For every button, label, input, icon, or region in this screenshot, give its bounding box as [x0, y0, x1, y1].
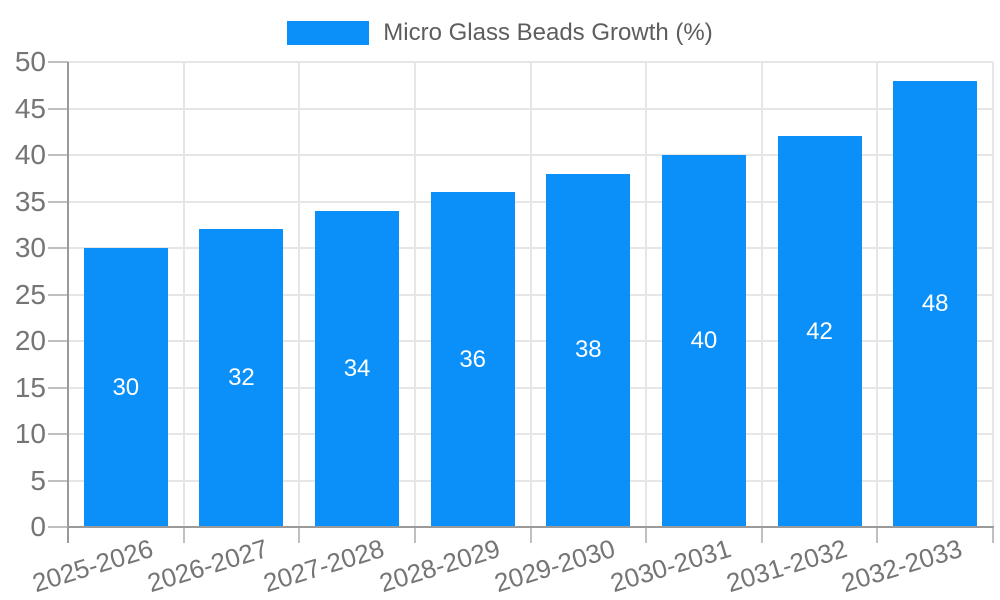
bar	[315, 210, 400, 527]
x-axis-tick-mark	[298, 527, 301, 543]
bar-value-label: 42	[806, 317, 833, 345]
bar	[546, 173, 631, 527]
y-axis-tick-mark	[48, 479, 68, 482]
x-axis-line	[67, 526, 994, 528]
y-axis-tick-mark	[48, 433, 68, 435]
bar-value-label: 40	[690, 327, 718, 354]
v-gridline	[760, 62, 763, 527]
bar	[199, 229, 284, 527]
bar-value-label: 48	[921, 289, 949, 317]
legend-swatch-icon	[287, 21, 370, 45]
y-axis-tick-label: 10	[14, 418, 46, 449]
y-axis-tick-mark	[48, 107, 68, 110]
legend-series-label: Micro Glass Beads Growth (%)	[383, 19, 713, 46]
x-axis-tick-mark	[876, 527, 879, 543]
y-axis-tick-label: 15	[14, 371, 46, 403]
bar	[430, 192, 515, 527]
y-axis-tick-label: 50	[14, 46, 46, 77]
y-axis-tick-label: 45	[14, 92, 46, 124]
x-axis-tick-mark	[760, 527, 763, 543]
bar	[83, 248, 168, 527]
bar-value-label: 38	[574, 336, 602, 364]
v-gridline	[298, 62, 301, 527]
v-gridline	[876, 62, 879, 527]
y-axis-tick-label: 40	[14, 139, 46, 170]
x-axis-tick-mark	[992, 527, 994, 543]
v-gridline	[992, 62, 994, 527]
v-gridline	[182, 62, 185, 527]
x-axis-tick-mark	[645, 527, 648, 543]
bar	[893, 80, 978, 527]
y-axis-tick-mark	[48, 61, 68, 63]
bar-value-label: 36	[459, 345, 487, 373]
bar-value-label: 30	[112, 373, 140, 401]
y-axis-tick-label: 25	[14, 278, 46, 310]
y-axis-tick-mark	[48, 526, 68, 528]
bar	[661, 155, 746, 527]
bar	[777, 136, 862, 527]
y-axis-tick-mark	[48, 386, 68, 389]
y-axis-tick-label: 30	[14, 232, 46, 263]
v-gridline	[529, 62, 532, 527]
y-axis-tick-label: 0	[30, 511, 46, 542]
y-axis-tick-mark	[48, 247, 68, 249]
bar-value-label: 32	[228, 364, 255, 392]
y-axis-tick-label: 20	[14, 325, 46, 356]
y-axis-tick-label: 35	[14, 185, 46, 217]
bar-value-label: 34	[343, 354, 371, 382]
v-gridline	[645, 62, 648, 527]
y-axis-line	[67, 62, 69, 543]
y-axis-tick-mark	[48, 293, 68, 296]
x-axis-tick-mark	[182, 527, 185, 543]
x-axis-tick-mark	[529, 527, 532, 543]
x-axis-tick-mark	[413, 527, 416, 543]
y-axis-tick-mark	[48, 200, 68, 203]
v-gridline	[413, 62, 416, 527]
y-axis-tick-mark	[48, 340, 68, 342]
y-axis-tick-label: 5	[30, 464, 46, 496]
chart-legend: Micro Glass Beads Growth (%)	[0, 19, 1000, 47]
y-axis-tick-mark	[48, 154, 68, 156]
